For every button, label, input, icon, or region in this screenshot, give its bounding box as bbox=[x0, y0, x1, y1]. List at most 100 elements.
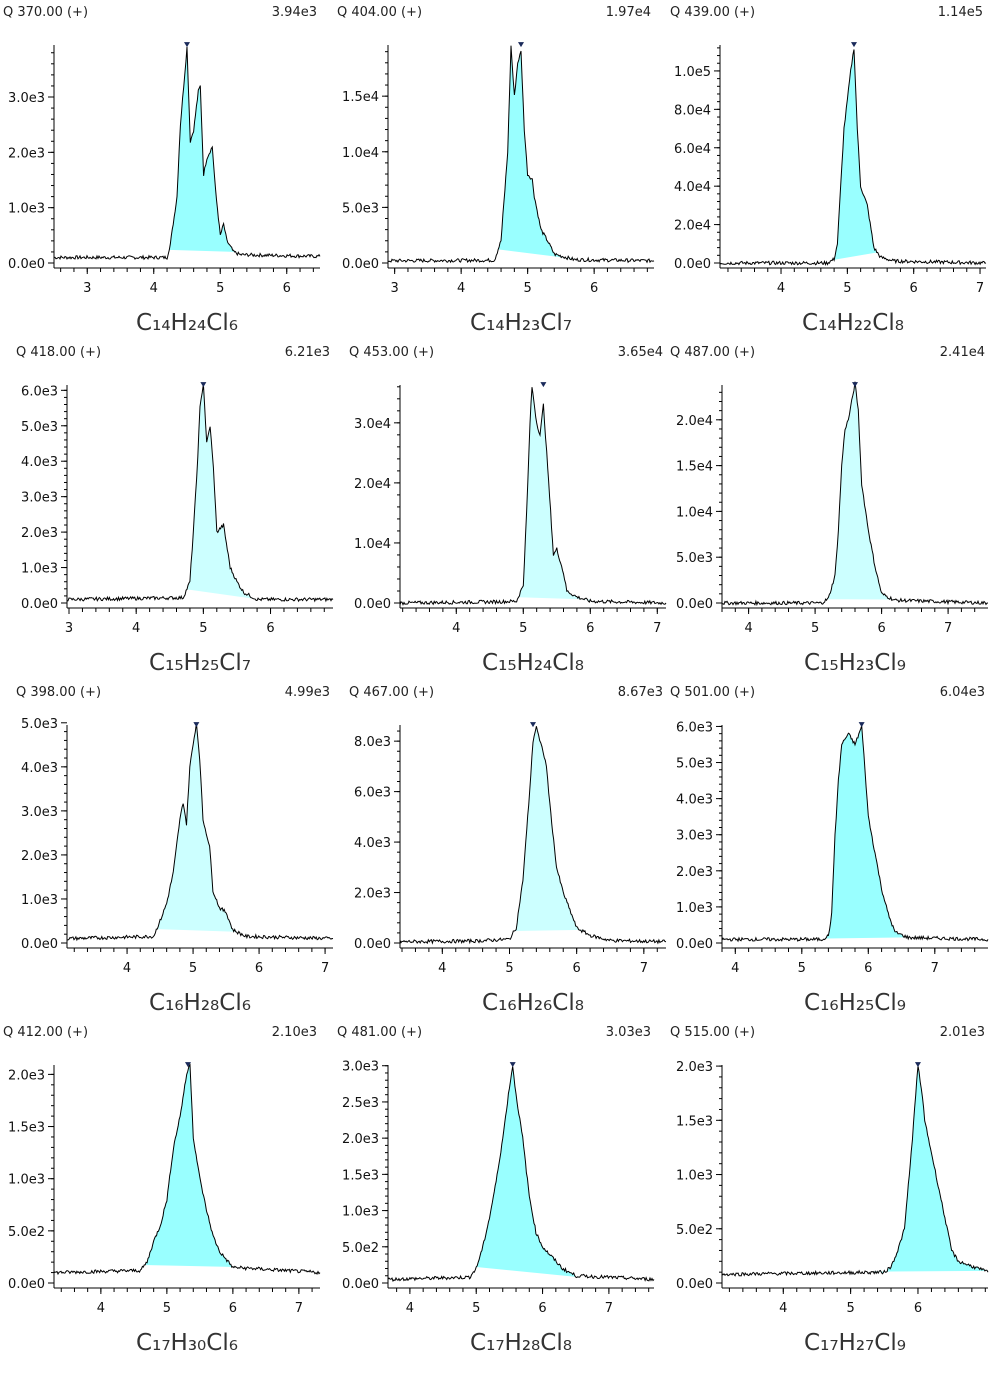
panel-title: Q 487.00 (+) bbox=[670, 345, 755, 360]
chart-panel: Q 481.00 (+) 3.03e3 0.0e0 5.0e2 1.0e3 1.5e3 2.… bbox=[337, 1025, 655, 1356]
x-tick-label: 6 bbox=[864, 961, 872, 976]
panel-title: Q 412.00 (+) bbox=[3, 1025, 88, 1040]
chart-panel: Q 439.00 (+) 1.14e5 0.0e0 2.0e4 4.0e4 6.0e4 8.… bbox=[670, 5, 987, 336]
peak-marker-icon bbox=[184, 42, 190, 48]
peak-area-fill bbox=[825, 381, 895, 601]
y-tick-label: 0.0e0 bbox=[342, 257, 379, 272]
x-tick-label: 4 bbox=[150, 281, 158, 296]
peak-marker-icon bbox=[914, 1062, 921, 1068]
x-tick-label: 5 bbox=[472, 1301, 480, 1316]
x-tick-label: 7 bbox=[640, 961, 648, 976]
y-tick-label: 5.0e3 bbox=[676, 757, 713, 772]
panel-title: Q 481.00 (+) bbox=[337, 1025, 422, 1040]
y-tick-label: 3.0e3 bbox=[676, 829, 713, 844]
x-tick-label: 5 bbox=[519, 621, 527, 636]
peak-marker-icon bbox=[858, 722, 865, 728]
panel-max-intensity: 6.21e3 bbox=[285, 345, 330, 360]
panel-max-intensity: 2.41e4 bbox=[940, 345, 985, 360]
y-tick-label: 1.0e5 bbox=[674, 65, 711, 80]
compound-formula: C₁₅H₂₅Cl₇ bbox=[149, 650, 251, 676]
y-tick-label: 6.0e4 bbox=[674, 142, 711, 157]
y-tick-label: 6.0e3 bbox=[676, 720, 713, 735]
peak-area-fill bbox=[187, 384, 253, 599]
panel-title: Q 467.00 (+) bbox=[349, 685, 434, 700]
chromatogram-trace bbox=[66, 722, 334, 942]
x-tick-label: 6 bbox=[590, 281, 598, 296]
x-tick-label: 7 bbox=[605, 1301, 613, 1316]
panel-title: Q 370.00 (+) bbox=[3, 5, 88, 20]
y-tick-label: 4.0e3 bbox=[21, 761, 58, 776]
y-tick-label: 5.0e2 bbox=[676, 1223, 713, 1238]
x-tick-label: 4 bbox=[97, 1301, 105, 1316]
y-tick-label: 3.0e3 bbox=[342, 1060, 379, 1075]
panel-max-intensity: 3.03e3 bbox=[606, 1025, 651, 1040]
chart-panel: Q 370.00 (+) 3.94e3 0.0e0 1.0e3 2.0e3 3.0e3 3 4… bbox=[3, 5, 321, 336]
y-tick-label: 2.0e3 bbox=[8, 1068, 45, 1083]
y-tick-label: 3.0e3 bbox=[21, 805, 58, 820]
x-tick-label: 4 bbox=[457, 281, 465, 296]
compound-formula: C₁₄H₂₂Cl₈ bbox=[802, 310, 904, 336]
y-tick-label: 6.0e3 bbox=[354, 786, 391, 801]
panel-max-intensity: 3.65e4 bbox=[618, 345, 663, 360]
y-tick-label: 1.0e4 bbox=[354, 537, 391, 552]
peak-marker-icon bbox=[852, 382, 858, 388]
x-tick-label: 5 bbox=[843, 281, 851, 296]
panel-title: Q 453.00 (+) bbox=[349, 345, 434, 360]
x-tick-label: 7 bbox=[931, 961, 939, 976]
y-tick-label: 0.0e0 bbox=[674, 257, 711, 272]
compound-formula: C₁₇H₂₇Cl₉ bbox=[804, 1330, 906, 1356]
x-tick-label: 6 bbox=[910, 281, 918, 296]
x-tick-label: 5 bbox=[798, 961, 806, 976]
x-tick-label: 5 bbox=[846, 1301, 854, 1316]
peak-area-fill bbox=[157, 722, 236, 932]
y-tick-label: 3.0e4 bbox=[354, 417, 391, 432]
x-tick-label: 5 bbox=[524, 281, 532, 296]
chromatogram-trace bbox=[387, 1066, 655, 1282]
y-tick-label: 2.0e3 bbox=[676, 865, 713, 880]
x-tick-label: 6 bbox=[573, 961, 581, 976]
peak-marker-icon bbox=[540, 382, 547, 388]
chart-panel: Q 487.00 (+) 2.41e4 0.0e0 5.0e3 1.0e4 1.5e4 2.… bbox=[670, 345, 989, 676]
x-tick-label: 4 bbox=[406, 1301, 414, 1316]
x-tick-label: 5 bbox=[505, 961, 513, 976]
x-tick-label: 5 bbox=[199, 621, 207, 636]
y-tick-label: 1.0e3 bbox=[8, 1173, 45, 1188]
x-tick-label: 6 bbox=[255, 961, 263, 976]
y-tick-label: 1.0e3 bbox=[21, 893, 58, 908]
y-tick-label: 0.0e0 bbox=[676, 597, 713, 612]
compound-formula: C₁₄H₂₄Cl₆ bbox=[136, 310, 238, 336]
y-tick-label: 4.0e3 bbox=[354, 836, 391, 851]
x-tick-label: 4 bbox=[731, 961, 739, 976]
peak-area-fill bbox=[513, 726, 583, 933]
compound-formula: C₁₆H₂₆Cl₈ bbox=[482, 990, 584, 1016]
x-tick-label: 7 bbox=[944, 621, 952, 636]
y-tick-label: 5.0e3 bbox=[676, 551, 713, 566]
panel-max-intensity: 3.94e3 bbox=[272, 5, 317, 20]
chromatogram-trace bbox=[721, 1065, 989, 1277]
y-tick-label: 1.0e3 bbox=[21, 562, 58, 577]
panel-title: Q 398.00 (+) bbox=[16, 685, 101, 700]
y-tick-label: 0.0e0 bbox=[342, 1277, 379, 1292]
chart-panel: Q 467.00 (+) 8.67e3 0.0e0 2.0e3 4.0e3 6.0e3 8.… bbox=[349, 685, 667, 1016]
x-tick-label: 5 bbox=[811, 621, 819, 636]
peak-area-fill bbox=[498, 45, 575, 261]
panel-max-intensity: 1.97e4 bbox=[606, 5, 651, 20]
x-tick-label: 4 bbox=[779, 1301, 787, 1316]
y-tick-label: 2.0e3 bbox=[8, 146, 45, 161]
x-tick-label: 7 bbox=[295, 1301, 303, 1316]
x-tick-label: 6 bbox=[538, 1301, 546, 1316]
y-tick-label: 0.0e0 bbox=[21, 937, 58, 952]
chart-panel: Q 404.00 (+) 1.97e4 0.0e0 5.0e3 1.0e4 1.5e4 3 4… bbox=[337, 5, 655, 336]
peak-marker-icon bbox=[530, 722, 536, 728]
compound-formula: C₁₅H₂₃Cl₉ bbox=[804, 650, 906, 676]
x-tick-label: 6 bbox=[586, 621, 594, 636]
x-tick-label: 6 bbox=[877, 621, 885, 636]
peak-marker-icon bbox=[184, 1062, 191, 1068]
peak-area-fill bbox=[518, 387, 591, 603]
panel-max-intensity: 4.99e3 bbox=[285, 685, 330, 700]
panel-max-intensity: 2.01e3 bbox=[940, 1025, 985, 1040]
y-tick-label: 0.0e0 bbox=[354, 597, 391, 612]
chromatogram-trace bbox=[399, 726, 667, 945]
x-tick-label: 3 bbox=[65, 621, 73, 636]
